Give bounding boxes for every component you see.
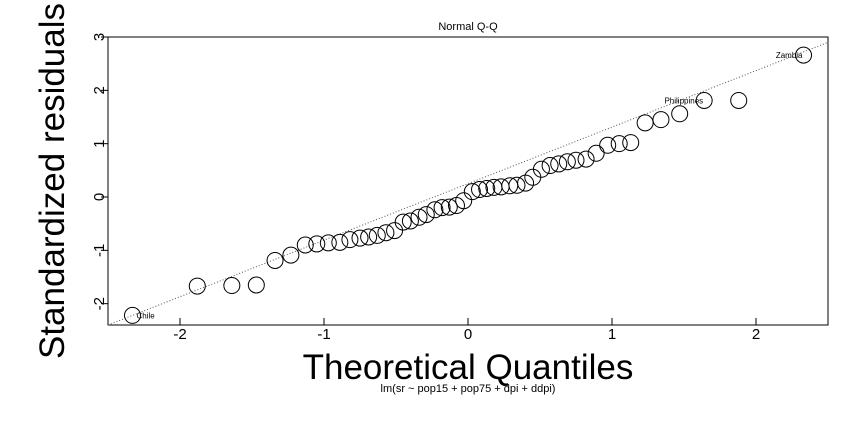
x-tick-label: 0: [464, 326, 472, 343]
data-point: [508, 176, 526, 194]
data-point: [410, 208, 428, 226]
data-point: [558, 153, 576, 171]
data-point: [377, 224, 395, 242]
data-point: [671, 105, 689, 123]
x-axis: -2 -1 0 1 2: [173, 318, 760, 343]
data-point: [296, 236, 314, 254]
data-point: [351, 229, 369, 247]
data-point: [795, 46, 813, 64]
x-tick-label: -1: [317, 326, 330, 343]
y-axis: -2 -1 0 1 2 3: [91, 33, 108, 310]
plot-frame: [107, 36, 829, 326]
data-point: [331, 233, 349, 251]
data-points: [123, 46, 813, 324]
data-point: [360, 228, 378, 246]
data-point: [433, 199, 451, 217]
data-point: [282, 246, 300, 264]
data-point: [455, 192, 473, 210]
point-label: Zambia: [776, 51, 803, 60]
data-point: [223, 277, 241, 295]
chart-title: Normal Q-Q: [438, 21, 498, 33]
data-point: [401, 212, 419, 230]
data-point: [417, 206, 435, 224]
data-point: [386, 222, 404, 240]
data-point: [485, 178, 503, 196]
y-axis-label: Standardized residuals: [33, 3, 72, 359]
data-point: [247, 276, 265, 294]
data-point: [426, 201, 444, 219]
data-point: [492, 178, 510, 196]
x-tick-label: 2: [752, 326, 760, 343]
data-point: [471, 181, 489, 199]
point-label: Philippines: [664, 96, 703, 105]
data-point: [394, 213, 412, 231]
data-point: [501, 177, 519, 195]
y-tick-label: 0: [91, 193, 108, 201]
x-tick-label: 1: [608, 326, 616, 343]
data-point: [652, 111, 670, 129]
y-tick-label: 3: [91, 33, 108, 41]
point-labels: Chile Philippines Zambia: [136, 51, 803, 320]
y-tick-label: -2: [91, 297, 108, 310]
chart-subtitle: lm(sr ~ pop15 + pop75 + dpi + ddpi): [381, 383, 556, 395]
data-point: [599, 136, 617, 154]
data-point: [266, 251, 284, 269]
data-point: [587, 144, 605, 162]
data-point: [341, 231, 359, 249]
data-point: [517, 174, 535, 192]
data-point: [636, 114, 654, 132]
data-point: [695, 91, 713, 109]
data-point: [368, 226, 386, 244]
data-point: [550, 155, 568, 173]
data-point: [610, 135, 628, 153]
y-tick-label: 2: [91, 86, 108, 94]
data-point: [532, 160, 550, 178]
point-label: Chile: [136, 311, 155, 320]
data-point: [440, 198, 458, 216]
data-point: [577, 150, 595, 168]
reference-line: [107, 41, 829, 326]
x-axis-label: Theoretical Quantiles: [303, 348, 634, 387]
data-point: [123, 306, 141, 324]
data-point: [463, 183, 481, 201]
data-point: [308, 235, 326, 253]
data-point: [478, 179, 496, 197]
y-tick-label: -1: [91, 244, 108, 257]
data-point: [541, 157, 559, 175]
data-point: [622, 134, 640, 152]
data-point: [524, 168, 542, 186]
data-point: [567, 151, 585, 169]
data-point: [730, 91, 748, 109]
y-tick-label: 1: [91, 139, 108, 147]
data-point: [188, 277, 206, 295]
data-point: [319, 234, 337, 252]
x-tick-label: -2: [173, 326, 186, 343]
